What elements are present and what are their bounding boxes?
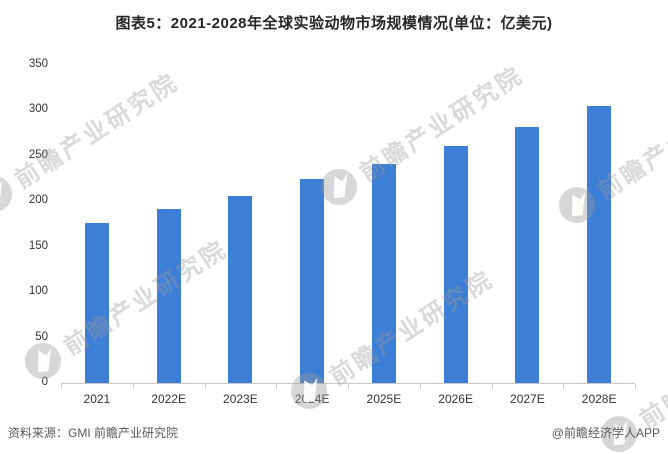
bar-2024E xyxy=(300,179,325,383)
x-axis-tick xyxy=(563,384,565,389)
watermark-text: 前瞻产业研究院 xyxy=(59,235,233,361)
y-tick-label: 150 xyxy=(28,239,48,252)
watermark: 前瞻产业研究院 xyxy=(17,228,234,387)
x-axis-tick xyxy=(419,384,421,389)
bar-2028E xyxy=(587,105,612,383)
x-axis-tick xyxy=(204,384,206,389)
source-note: 资料来源：GMI 前瞻产业研究院 xyxy=(8,426,178,440)
bar-2026E xyxy=(443,145,468,383)
bar-2022E xyxy=(156,209,181,383)
x-tick-label: 2021 xyxy=(83,392,111,406)
bar-2023E xyxy=(228,195,253,383)
chart-title: 图表5：2021-2028年全球实验动物市场规模情况(单位：亿美元) xyxy=(115,15,553,32)
credit-note: @前瞻经济学人APP xyxy=(551,426,660,440)
y-tick-label: 100 xyxy=(28,285,48,298)
bar-chart: 0 50 100 150 200 250 300 350 2021 2022E 2023E 2024E… xyxy=(0,54,668,453)
y-tick-label: 250 xyxy=(28,148,48,161)
y-tick-label: 50 xyxy=(35,330,48,343)
x-axis-line xyxy=(61,383,635,384)
watermark-text: 前瞻产业研究院 xyxy=(325,265,499,391)
x-tick-label: 2028E xyxy=(581,392,617,406)
x-axis-tick xyxy=(61,384,62,389)
x-tick-label: 2022E xyxy=(151,392,186,406)
x-tick-label: 2026E xyxy=(438,392,473,406)
x-axis-tick xyxy=(348,384,349,389)
y-tick-label: 0 xyxy=(41,376,48,388)
x-tick-label: 2024E xyxy=(294,392,330,406)
watermark-text: 前瞻产业研究院 xyxy=(635,308,668,434)
x-axis-tick xyxy=(491,384,493,389)
x-tick-label: 2027E xyxy=(510,392,545,406)
x-tick-label: 2023E xyxy=(223,392,258,406)
x-tick-label: 2025E xyxy=(366,392,402,406)
x-axis-tick xyxy=(132,384,134,389)
bar-2021 xyxy=(84,223,109,383)
watermark: 前瞻产业研究院 xyxy=(313,54,530,213)
y-tick-label: 200 xyxy=(28,194,48,207)
x-axis-tick xyxy=(635,384,636,389)
watermark-text: 前瞻产业研究院 xyxy=(10,68,184,194)
x-axis-tick xyxy=(276,384,278,389)
bar-2025E xyxy=(371,164,396,383)
bar-2027E xyxy=(515,126,540,383)
y-tick-label: 350 xyxy=(28,58,48,70)
y-tick-label: 300 xyxy=(28,103,48,116)
